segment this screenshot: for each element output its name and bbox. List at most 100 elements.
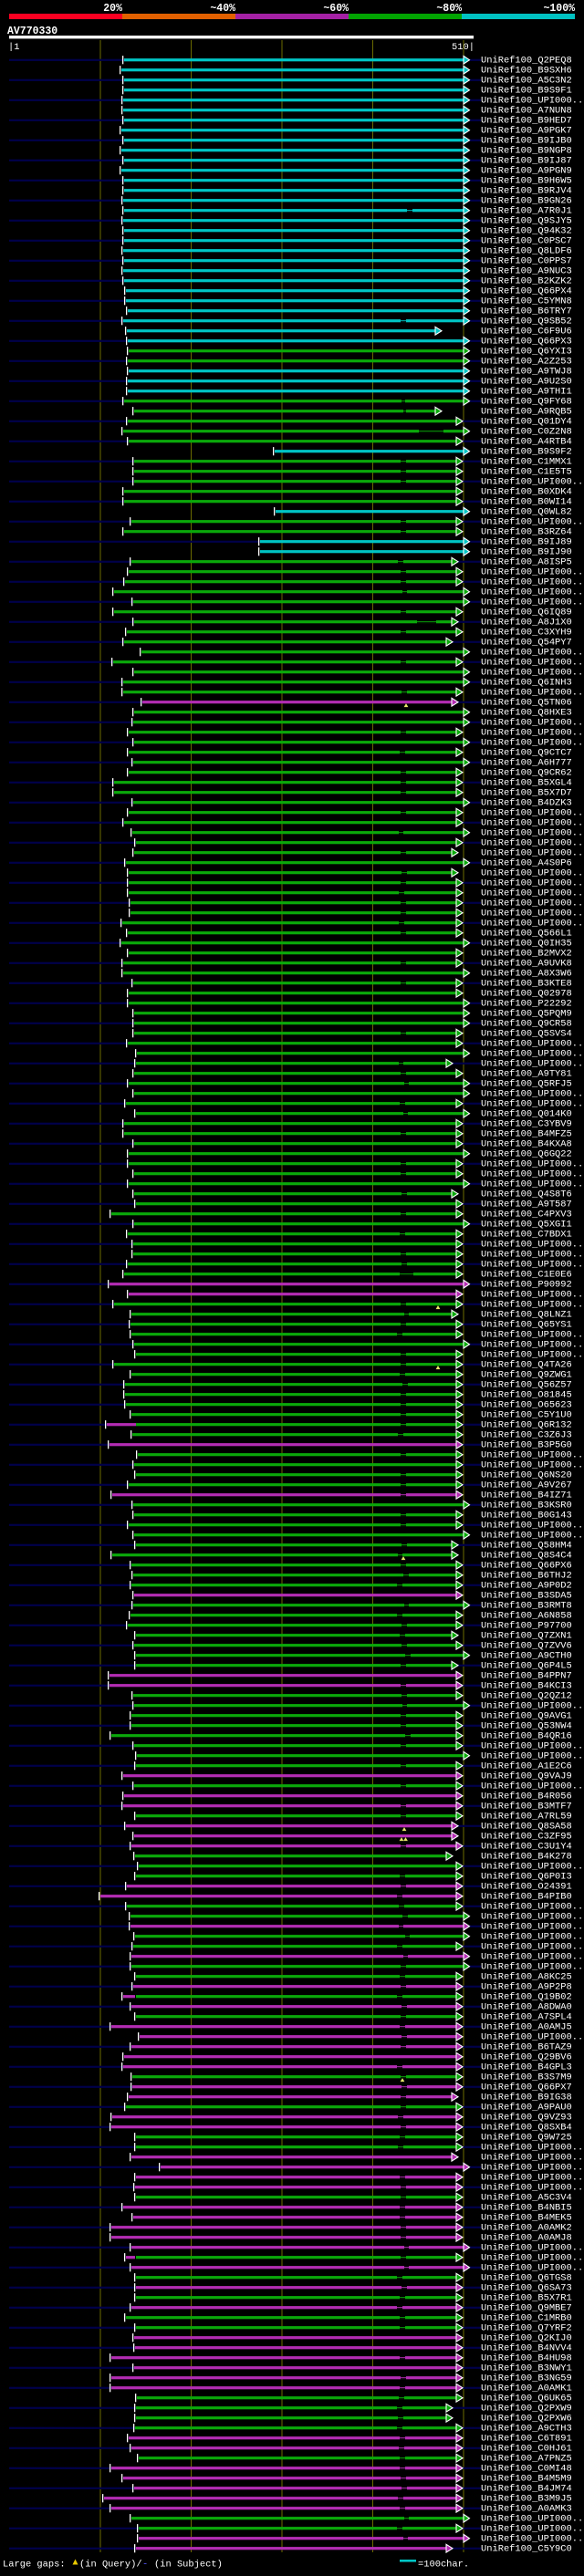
svg-text:UniRef100_UPI000..: UniRef100_UPI000.. — [481, 1240, 583, 1251]
svg-text:UniRef100_A9U2S0: UniRef100_A9U2S0 — [481, 377, 572, 388]
svg-text:UniRef100_C0Z2N8: UniRef100_C0Z2N8 — [481, 427, 572, 438]
svg-text:UniRef100_B9IJB0: UniRef100_B9IJB0 — [481, 136, 572, 147]
svg-text:UniRef100_B5XGL4: UniRef100_B5XGL4 — [481, 778, 572, 789]
svg-text:UniRef100_Q6P4L5: UniRef100_Q6P4L5 — [481, 1661, 572, 1672]
svg-text:UniRef100_A9CTH0: UniRef100_A9CTH0 — [481, 1651, 572, 1662]
svg-text:UniRef100_B9S9F2: UniRef100_B9S9F2 — [481, 447, 572, 458]
svg-text:UniRef100_UPI000..: UniRef100_UPI000.. — [481, 2253, 583, 2264]
svg-text:UniRef100_UPI000..: UniRef100_UPI000.. — [481, 1049, 583, 1060]
svg-text:UniRef100_A9CTH3: UniRef100_A9CTH3 — [481, 2424, 572, 2435]
svg-text:UniRef100_B9H6W5: UniRef100_B9H6W5 — [481, 176, 572, 187]
svg-text:UniRef100_UPI000..: UniRef100_UPI000.. — [481, 868, 583, 879]
svg-text:UniRef100_Q7ZXN1: UniRef100_Q7ZXN1 — [481, 1631, 572, 1642]
svg-text:UniRef100_A5C3N2: UniRef100_A5C3N2 — [481, 76, 572, 87]
svg-text:UniRef100_UPI000..: UniRef100_UPI000.. — [481, 477, 583, 488]
svg-text:UniRef100_A7SPL4: UniRef100_A7SPL4 — [481, 2012, 572, 2023]
svg-text:UniRef100_B3P5G0: UniRef100_B3P5G0 — [481, 1440, 572, 1451]
svg-text:UniRef100_B4K278: UniRef100_B4K278 — [481, 1852, 572, 1863]
svg-text:UniRef100_B3S7M9: UniRef100_B3S7M9 — [481, 2072, 572, 2083]
svg-text:UniRef100_Q8HXE3: UniRef100_Q8HXE3 — [481, 708, 572, 719]
svg-text:(in Subject): (in Subject) — [154, 2560, 223, 2571]
svg-text:UniRef100_Q5RFJ5: UniRef100_Q5RFJ5 — [481, 1079, 572, 1090]
svg-text:UniRef100_UPI000..: UniRef100_UPI000.. — [481, 1089, 583, 1100]
svg-text:UniRef100_B9RJV4: UniRef100_B9RJV4 — [481, 186, 572, 197]
svg-text:UniRef100_UPI000..: UniRef100_UPI000.. — [481, 1460, 583, 1471]
svg-text:UniRef100_UPI000..: UniRef100_UPI000.. — [481, 1902, 583, 1913]
svg-text:UniRef100_C1E5T5: UniRef100_C1E5T5 — [481, 467, 572, 478]
svg-text:UniRef100_Q6INH3: UniRef100_Q6INH3 — [481, 678, 572, 689]
svg-text:UniRef100_B4R056: UniRef100_B4R056 — [481, 1792, 572, 1802]
svg-text:UniRef100_B4HU98: UniRef100_B4HU98 — [481, 2353, 572, 2364]
svg-text:UniRef100_A7NUN8: UniRef100_A7NUN8 — [481, 106, 572, 117]
svg-text:UniRef100_Q53NW4: UniRef100_Q53NW4 — [481, 1721, 572, 1732]
svg-text:UniRef100_UPI000..: UniRef100_UPI000.. — [481, 909, 583, 919]
svg-text:UniRef100_Q29BV6: UniRef100_Q29BV6 — [481, 2052, 572, 2063]
svg-text:UniRef100_B2MVX2: UniRef100_B2MVX2 — [481, 949, 572, 960]
svg-text:UniRef100_UPI000..: UniRef100_UPI000.. — [481, 1781, 583, 1792]
svg-text:UniRef100_O24391: UniRef100_O24391 — [481, 1882, 572, 1893]
svg-text:UniRef100_A7PNZ5: UniRef100_A7PNZ5 — [481, 2454, 572, 2465]
svg-text:UniRef100_UPI000..: UniRef100_UPI000.. — [481, 738, 583, 749]
svg-text:UniRef100_C5YMN8: UniRef100_C5YMN8 — [481, 296, 572, 307]
svg-text:UniRef100_B4PIB0: UniRef100_B4PIB0 — [481, 1892, 572, 1903]
svg-text:UniRef100_UPI000..: UniRef100_UPI000.. — [481, 718, 583, 729]
svg-text:UniRef100_B9S9F1: UniRef100_B9S9F1 — [481, 86, 572, 97]
svg-text:UniRef100_UPI000..: UniRef100_UPI000.. — [481, 2173, 583, 2184]
svg-text:UniRef100_Q2PXW6: UniRef100_Q2PXW6 — [481, 2414, 572, 2425]
svg-text:UniRef100_Q9CR62: UniRef100_Q9CR62 — [481, 768, 572, 779]
svg-text:UniRef100_Q94K32: UniRef100_Q94K32 — [481, 226, 572, 237]
svg-text:UniRef100_B4IZ71: UniRef100_B4IZ71 — [481, 1491, 572, 1501]
svg-text:UniRef100_B3RMT8: UniRef100_B3RMT8 — [481, 1601, 572, 1612]
svg-text:UniRef100_Q0WL82: UniRef100_Q0WL82 — [481, 507, 572, 518]
svg-text:UniRef100_A4RTB4: UniRef100_A4RTB4 — [481, 437, 572, 448]
svg-text:UniRef100_C4PXV3: UniRef100_C4PXV3 — [481, 1210, 572, 1220]
svg-text:UniRef100_A0AMJ8: UniRef100_A0AMJ8 — [481, 2233, 572, 2244]
svg-text:UniRef100_UPI000..: UniRef100_UPI000.. — [481, 1059, 583, 1070]
svg-text:UniRef100_UPI000..: UniRef100_UPI000.. — [481, 587, 583, 598]
svg-text:UniRef100_UPI000..: UniRef100_UPI000.. — [481, 1290, 583, 1301]
svg-text:UniRef100_A9UVK8: UniRef100_A9UVK8 — [481, 959, 572, 970]
svg-text:UniRef100_C3XYH9: UniRef100_C3XYH9 — [481, 628, 572, 639]
svg-text:~60%: ~60% — [323, 3, 349, 15]
svg-text:UniRef100_Q2KIJ0: UniRef100_Q2KIJ0 — [481, 2333, 572, 2344]
svg-text:UniRef100_A6H777: UniRef100_A6H777 — [481, 758, 572, 769]
svg-text:UniRef100_B6THJ2: UniRef100_B6THJ2 — [481, 1571, 572, 1582]
svg-text:UniRef100_UPI000..: UniRef100_UPI000.. — [481, 2534, 583, 2545]
svg-text:UniRef100_A9P2P8: UniRef100_A9P2P8 — [481, 1982, 572, 1993]
svg-text:UniRef100_B9IG38: UniRef100_B9IG38 — [481, 2093, 572, 2103]
svg-text:UniRef100_UPI000..: UniRef100_UPI000.. — [481, 1701, 583, 1712]
svg-text:Large gaps:: Large gaps: — [3, 2560, 66, 2571]
svg-text:UniRef100_Q6P0I3: UniRef100_Q6P0I3 — [481, 1872, 572, 1883]
svg-text:UniRef100_UPI000..: UniRef100_UPI000.. — [481, 2514, 583, 2525]
svg-text:UniRef100_B9IJ90: UniRef100_B9IJ90 — [481, 547, 572, 558]
svg-text:UniRef100_Q6UK65: UniRef100_Q6UK65 — [481, 2394, 572, 2405]
svg-text:UniRef100_B4PPN7: UniRef100_B4PPN7 — [481, 1671, 572, 1682]
svg-text:UniRef100_UPI000..: UniRef100_UPI000.. — [481, 648, 583, 659]
svg-text:UniRef100_A2Z253: UniRef100_A2Z253 — [481, 357, 572, 368]
svg-text:UniRef100_B9IJ89: UniRef100_B9IJ89 — [481, 537, 572, 548]
svg-text:~80%: ~80% — [436, 3, 462, 15]
svg-text:UniRef100_UPI000..: UniRef100_UPI000.. — [481, 2524, 583, 2535]
svg-text:UniRef100_Q5SVS4: UniRef100_Q5SVS4 — [481, 1029, 572, 1040]
svg-text:UniRef100_Q9SB52: UniRef100_Q9SB52 — [481, 317, 572, 327]
svg-text:UniRef100_B4KXA8: UniRef100_B4KXA8 — [481, 1139, 572, 1150]
svg-text:UniRef100_B4NBI5: UniRef100_B4NBI5 — [481, 2203, 572, 2214]
svg-text:UniRef100_A9RQB5: UniRef100_A9RQB5 — [481, 407, 572, 418]
svg-text:UniRef100_A8DWA0: UniRef100_A8DWA0 — [481, 2002, 572, 2013]
svg-text:UniRef100_Q9CTC7: UniRef100_Q9CTC7 — [481, 748, 572, 759]
svg-text:UniRef100_C3ZF95: UniRef100_C3ZF95 — [481, 1832, 572, 1843]
svg-text:UniRef100_C3Z6J3: UniRef100_C3Z6J3 — [481, 1430, 572, 1441]
svg-text:UniRef100_Q6TGS8: UniRef100_Q6TGS8 — [481, 2273, 572, 2284]
svg-text:UniRef100_Q5XGI1: UniRef100_Q5XGI1 — [481, 1220, 572, 1231]
svg-text:UniRef100_B9GN26: UniRef100_B9GN26 — [481, 196, 572, 207]
svg-text:UniRef100_B0G143: UniRef100_B0G143 — [481, 1511, 572, 1522]
svg-text:UniRef100_UPI000..: UniRef100_UPI000.. — [481, 1952, 583, 1963]
svg-text:UniRef100_UPI000..: UniRef100_UPI000.. — [481, 577, 583, 588]
svg-text:UniRef100_B9IJ87: UniRef100_B9IJ87 — [481, 156, 572, 167]
svg-text:UniRef100_UPI000..: UniRef100_UPI000.. — [481, 808, 583, 819]
svg-text:UniRef100_B3MTF7: UniRef100_B3MTF7 — [481, 1802, 572, 1813]
svg-text:UniRef100_A9TWJ8: UniRef100_A9TWJ8 — [481, 367, 572, 378]
svg-text:UniRef100_A7RL59: UniRef100_A7RL59 — [481, 1812, 572, 1823]
svg-text:UniRef100_A8KC25: UniRef100_A8KC25 — [481, 1972, 572, 1983]
svg-text:UniRef100_Q65YS1: UniRef100_Q65YS1 — [481, 1320, 572, 1331]
